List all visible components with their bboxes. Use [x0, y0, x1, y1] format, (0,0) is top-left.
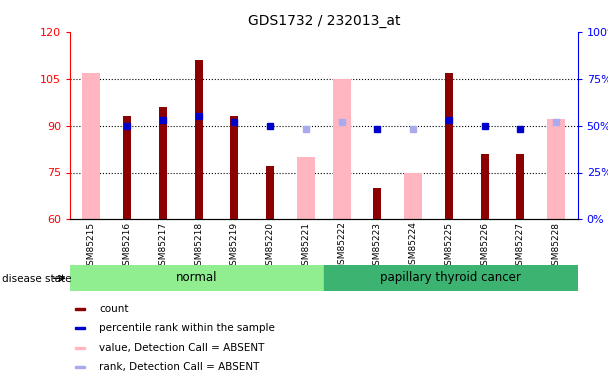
Text: value, Detection Call = ABSENT: value, Detection Call = ABSENT — [99, 343, 264, 352]
Bar — [75, 346, 85, 349]
Bar — [547, 119, 565, 219]
Text: GSM85221: GSM85221 — [302, 222, 310, 271]
Bar — [159, 107, 167, 219]
Text: GSM85227: GSM85227 — [516, 222, 525, 271]
Text: GSM85222: GSM85222 — [337, 222, 346, 270]
Bar — [83, 72, 100, 219]
Bar — [266, 166, 274, 219]
Text: GSM85218: GSM85218 — [194, 222, 203, 271]
Text: normal: normal — [176, 272, 218, 284]
Bar — [70, 265, 323, 291]
Text: rank, Detection Call = ABSENT: rank, Detection Call = ABSENT — [99, 362, 260, 372]
Bar — [516, 154, 524, 219]
Text: GSM85225: GSM85225 — [444, 222, 454, 271]
Text: GSM85226: GSM85226 — [480, 222, 489, 271]
Bar — [75, 327, 85, 329]
Text: papillary thyroid cancer: papillary thyroid cancer — [380, 272, 521, 284]
Bar — [75, 366, 85, 368]
Text: GSM85228: GSM85228 — [551, 222, 561, 271]
Bar — [373, 188, 381, 219]
Bar — [323, 265, 578, 291]
Text: percentile rank within the sample: percentile rank within the sample — [99, 323, 275, 333]
Bar — [123, 116, 131, 219]
Bar — [333, 79, 351, 219]
Text: GSM85217: GSM85217 — [158, 222, 167, 271]
Bar — [230, 116, 238, 219]
Bar — [445, 72, 453, 219]
Text: GSM85223: GSM85223 — [373, 222, 382, 271]
Bar — [297, 157, 315, 219]
Text: GSM85216: GSM85216 — [123, 222, 131, 271]
Bar — [481, 154, 489, 219]
Bar — [404, 172, 422, 219]
Bar — [75, 308, 85, 310]
Text: GSM85219: GSM85219 — [230, 222, 239, 271]
Text: GSM85215: GSM85215 — [87, 222, 96, 271]
Text: GSM85220: GSM85220 — [266, 222, 275, 271]
Text: disease state: disease state — [2, 274, 71, 284]
Bar — [195, 60, 202, 219]
Text: count: count — [99, 304, 129, 314]
Title: GDS1732 / 232013_at: GDS1732 / 232013_at — [247, 14, 400, 28]
Text: GSM85224: GSM85224 — [409, 222, 418, 270]
